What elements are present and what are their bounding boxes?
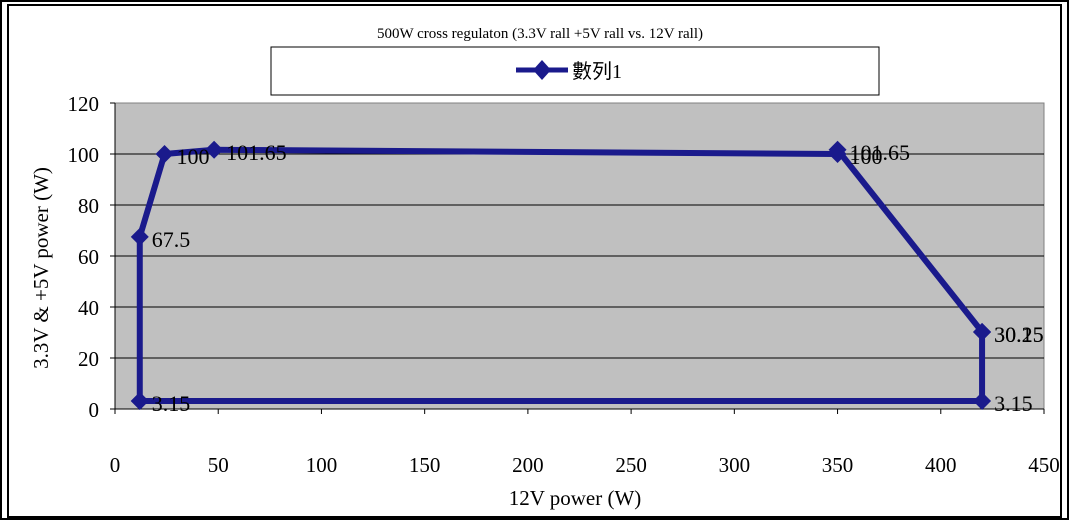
y-tick-labels: 0 20 40 60 80 100 120	[68, 92, 100, 422]
data-label: 101.65	[850, 140, 911, 165]
data-label: 3.15	[152, 391, 191, 416]
y-axis-label: 3.3V & +5V power (W)	[29, 167, 53, 369]
y-tick-label: 100	[68, 143, 100, 167]
y-tick-label: 40	[78, 296, 99, 320]
data-point-marker	[973, 391, 992, 410]
data-point-marker	[828, 140, 847, 159]
y-tick-label: 0	[89, 398, 100, 422]
data-point-marker	[205, 140, 224, 159]
axes	[110, 102, 1045, 414]
legend-box	[270, 46, 880, 96]
y-tick-label: 20	[78, 347, 99, 371]
x-tick-labels: 0 50 100 150 200 250 300 350 400 450	[110, 453, 1060, 477]
x-tick-label: 400	[925, 453, 957, 477]
data-label: 67.5	[152, 227, 191, 252]
x-tick-label: 200	[512, 453, 544, 477]
data-label: 30.15	[994, 322, 1044, 347]
x-tick-label: 150	[409, 453, 441, 477]
data-label: 3.15	[994, 391, 1033, 416]
x-tick-label: 250	[615, 453, 647, 477]
x-axis-label: 12V power (W)	[509, 486, 642, 510]
data-label: 100	[850, 144, 883, 169]
data-point-marker	[130, 227, 149, 246]
legend-series-marker	[533, 60, 551, 80]
x-tick-label: 0	[110, 453, 121, 477]
x-tick-label: 50	[208, 453, 229, 477]
data-point-marker	[155, 145, 174, 163]
data-label: 101.65	[226, 140, 286, 165]
data-label: 100	[177, 144, 210, 169]
legend-series-name: 數列1	[572, 60, 622, 83]
legend: 數列1	[270, 46, 880, 96]
y-tick-label: 120	[68, 92, 100, 116]
chart-title: 500W cross regulaton (3.3V rall +5V rall…	[377, 26, 703, 42]
x-tick-label: 350	[822, 453, 854, 477]
y-tick-label: 60	[78, 245, 99, 269]
series-layer	[130, 140, 992, 410]
inner-border	[7, 4, 1062, 518]
x-tick-label: 450	[1028, 453, 1060, 477]
y-tick-label: 80	[78, 194, 99, 218]
data-point-marker	[130, 391, 149, 410]
data-point-marker	[973, 323, 992, 342]
x-tick-label: 100	[306, 453, 338, 477]
data-label: 30.25	[994, 322, 1044, 347]
x-tick-label: 300	[719, 453, 751, 477]
